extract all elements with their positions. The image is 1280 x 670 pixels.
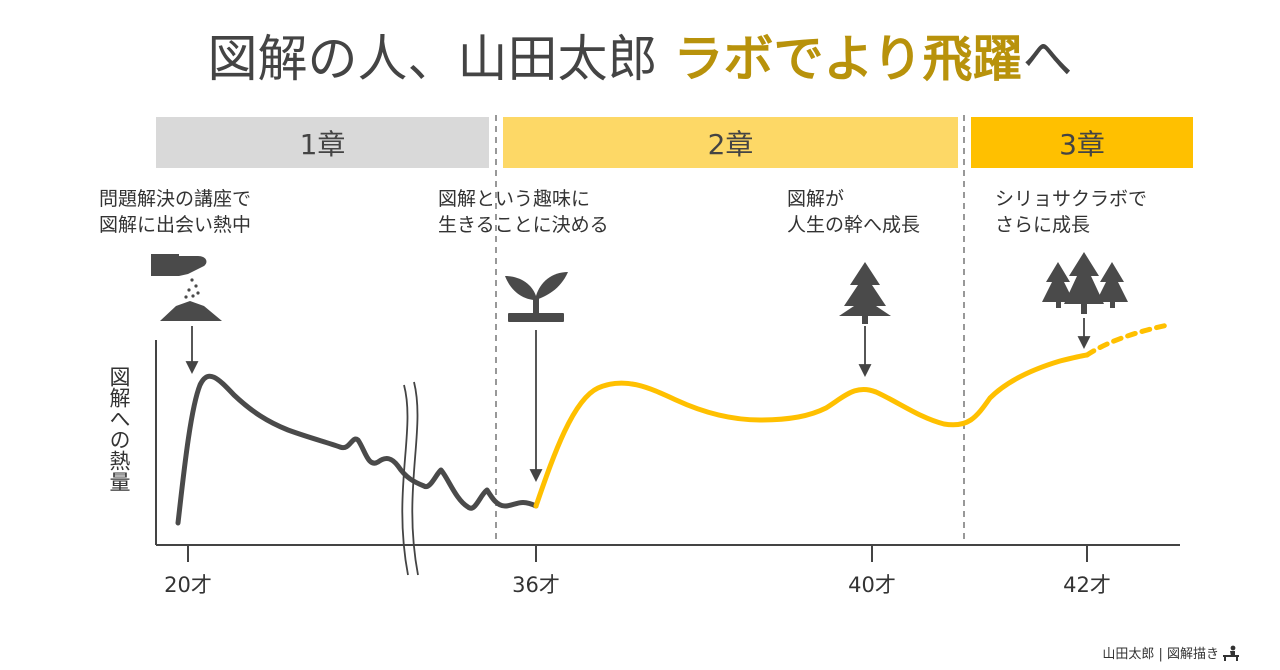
- chapter-3-bar: 3章: [971, 117, 1193, 168]
- note-3-line1: 図解が: [787, 188, 845, 210]
- credit-text: 山田太郎 | 図解描き: [1102, 647, 1219, 662]
- credit: 山田太郎 | 図解描き: [1102, 643, 1240, 662]
- title-accent: ラボでより飛躍: [673, 30, 1023, 88]
- note-3-line2: 人生の幹へ成長: [787, 214, 921, 236]
- gold-future-curve: [1084, 322, 1171, 358]
- note-4-line2: さらに成長: [995, 214, 1091, 236]
- note-4-line1: シリョサクラボで: [995, 188, 1148, 210]
- note-2: 図解という趣味に 生きることに決める: [438, 186, 609, 238]
- chapter-1-bar: 1章: [156, 117, 489, 168]
- axis-break-left: [401, 384, 409, 576]
- tree-icon: [839, 262, 891, 324]
- tick-label-40: 40才: [848, 573, 896, 597]
- gray-passion-curve: [175, 373, 539, 526]
- chapter-1-label: 1章: [299, 127, 346, 161]
- note-2-line1: 図解という趣味に: [438, 188, 591, 210]
- arrows: [185, 318, 1091, 483]
- chapter-3-label: 3章: [1059, 127, 1105, 161]
- tick-label-36: 36才: [512, 573, 560, 597]
- y-axis-label: 図解への熱量: [107, 366, 131, 492]
- chapter-2-bar: 2章: [503, 117, 958, 168]
- note-1-line1: 問題解決の講座で: [99, 188, 252, 210]
- tick-label-42: 42才: [1063, 573, 1111, 597]
- note-1: 問題解決の講座で 図解に出会い熱中: [99, 186, 251, 238]
- tick-label-20: 20才: [164, 573, 212, 597]
- forest-icon: [1042, 252, 1128, 314]
- chapter-2-label: 2章: [707, 127, 754, 161]
- hand-sowing-seeds-icon: [151, 254, 222, 321]
- note-4: シリョサクラボで さらに成長: [995, 186, 1147, 238]
- person-at-desk-icon: [1223, 645, 1239, 661]
- sprout-icon: [505, 272, 568, 322]
- title-main: 図解の人、山田太郎: [207, 30, 658, 88]
- page-title: 図解の人、山田太郎 ラボでより飛躍へ: [0, 24, 1280, 94]
- gold-passion-curve: [533, 352, 1090, 509]
- note-2-line2: 生きることに決める: [438, 214, 609, 236]
- axis-break-right: [411, 381, 419, 576]
- note-3: 図解が 人生の幹へ成長: [787, 186, 920, 238]
- title-tail: へ: [1022, 30, 1073, 88]
- note-1-line2: 図解に出会い熱中: [99, 214, 252, 236]
